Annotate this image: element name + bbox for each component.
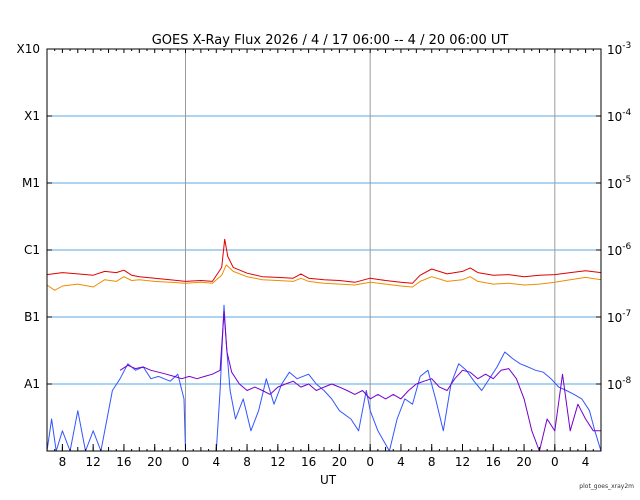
left-axis-label-m1: M1 bbox=[22, 176, 40, 190]
right-axis-label: 10-6 bbox=[607, 242, 632, 258]
plot-credit: plot_goes_xray2m bbox=[579, 483, 634, 490]
x-tick-label: 20 bbox=[147, 455, 162, 469]
right-axis-label: 10-4 bbox=[607, 108, 632, 124]
x-tick-label: 8 bbox=[59, 455, 67, 469]
x-tick-label: 16 bbox=[486, 455, 501, 469]
x-tick-label: 4 bbox=[582, 455, 590, 469]
series-line-2 bbox=[46, 304, 602, 452]
series-line-1 bbox=[46, 264, 602, 291]
x-tick-label: 4 bbox=[397, 455, 405, 469]
x-tick-label: 20 bbox=[516, 455, 531, 469]
left-axis-label-x1: X1 bbox=[24, 109, 40, 123]
series-line-0 bbox=[46, 238, 602, 284]
x-tick-label: 16 bbox=[301, 455, 316, 469]
left-axis-label-a1: A1 bbox=[24, 377, 40, 391]
series-line-3 bbox=[119, 311, 601, 452]
x-tick-label: 20 bbox=[332, 455, 347, 469]
x-tick-label: 8 bbox=[428, 455, 436, 469]
data-series bbox=[46, 238, 602, 452]
x-axis-label: UT bbox=[320, 473, 337, 487]
right-axis-label: 10-7 bbox=[607, 309, 631, 325]
left-axis-label-b1: B1 bbox=[24, 310, 40, 324]
right-axis-label: 10-8 bbox=[607, 376, 632, 392]
x-tick-label: 0 bbox=[551, 455, 559, 469]
x-tick-label: 12 bbox=[86, 455, 101, 469]
x-tick-label: 16 bbox=[116, 455, 131, 469]
right-axis-label: 10-5 bbox=[607, 175, 631, 191]
x-tick-label: 8 bbox=[243, 455, 251, 469]
left-axis-label-x10: X10 bbox=[17, 42, 41, 56]
x-tick-label: 0 bbox=[366, 455, 374, 469]
x-tick-label: 12 bbox=[270, 455, 285, 469]
x-tick-label: 4 bbox=[212, 455, 220, 469]
right-axis-label: 10-3 bbox=[607, 41, 631, 57]
left-axis-label-c1: C1 bbox=[24, 243, 40, 257]
chart-title: GOES X-Ray Flux 2026 / 4 / 17 06:00 -- 4… bbox=[152, 33, 509, 48]
axes: A1 B1 C1 M1 X1 X10 10-8 10-7 10-6 10-5 10-4 10-3 8 12… bbox=[17, 41, 632, 469]
x-tick-label: 12 bbox=[455, 455, 470, 469]
x-tick-label: 0 bbox=[182, 455, 190, 469]
grid-lines bbox=[47, 49, 601, 451]
